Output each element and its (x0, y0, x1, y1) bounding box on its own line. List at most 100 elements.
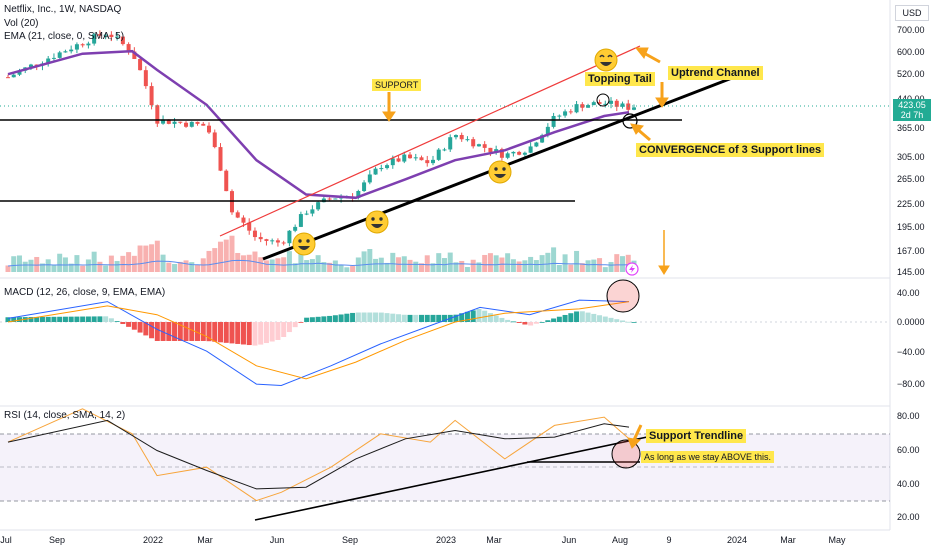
candle-body (293, 226, 298, 231)
macd-axis[interactable]: 40.00 0.0000 −40.00 −80.00 (897, 288, 925, 389)
volume-bar (574, 250, 580, 272)
volume-bar (568, 264, 574, 272)
candle-body (28, 64, 33, 68)
last-price-tag: 423.05 2d 7h (893, 99, 931, 121)
topping-tail-label: Topping Tail (585, 72, 655, 86)
macd-histogram-bar (384, 313, 390, 322)
candle-body (563, 111, 568, 116)
lightning-icon[interactable] (625, 262, 639, 276)
macd-histogram-bar (430, 314, 436, 322)
volume-bar (240, 255, 246, 272)
macd-histogram-bar (137, 322, 143, 333)
candle-body (92, 34, 97, 44)
macd-histogram-bar (103, 316, 109, 322)
candle-body (6, 77, 10, 79)
convergence-arrow-head (630, 123, 644, 135)
macd-histogram-bar (528, 322, 534, 326)
candle-body (224, 170, 229, 192)
volume-bar (625, 254, 631, 272)
time-tick-label: Jul (0, 535, 12, 545)
candle-body (540, 135, 545, 143)
time-axis[interactable]: Jul Sep 2022 Mar Jun Sep 2023 Mar Jun Aug 9 2024 Mar… (0, 535, 846, 545)
volume-bar (332, 260, 338, 272)
macd-histogram-bar (143, 322, 149, 336)
macd-arrow-head (658, 265, 670, 275)
macd-histogram-bar (579, 311, 585, 322)
macd-histogram-bar (183, 322, 189, 341)
macd-line (7, 299, 630, 387)
volume-bar (80, 265, 86, 272)
rsi-arrow (632, 424, 643, 441)
macd-histogram-bar (177, 322, 183, 341)
support-trendline-label: Support Trendline (646, 429, 747, 443)
candle-body (534, 142, 539, 147)
currency-button[interactable]: USD (895, 5, 929, 21)
axis-tick-label: 60.00 (897, 445, 920, 455)
convergence-circle (622, 113, 638, 129)
candle-body (74, 44, 79, 50)
candle-body (591, 102, 596, 106)
volume-bar (235, 252, 241, 272)
volume-bar (304, 260, 310, 272)
volume-bar (212, 248, 218, 272)
price-axis[interactable]: 700.00600.00520.00440.00365.00305.00265.… (897, 25, 925, 277)
macd-histogram-bar (585, 312, 591, 322)
volume-bar (493, 255, 499, 272)
candles (6, 30, 636, 247)
macd-histogram-bar (5, 317, 11, 322)
macd-histogram-bar (344, 313, 350, 322)
macd-histogram-bar (114, 321, 120, 322)
macd-histogram-bar (309, 317, 315, 322)
volume-bar (321, 262, 327, 272)
macd-histogram-bar (487, 313, 493, 322)
candle-body (195, 121, 200, 124)
time-tick-label: Jun (562, 535, 577, 545)
candle-body (482, 144, 487, 148)
candle-body (505, 153, 510, 158)
candle-body (132, 51, 137, 60)
volume-bar (361, 251, 367, 272)
candle-body (212, 132, 217, 148)
volume-bar (533, 260, 539, 272)
macd-histogram-bar (424, 314, 430, 322)
rsi-ma-line (7, 419, 630, 490)
candle-body (304, 213, 309, 215)
axis-tick-label: 195.00 (897, 222, 925, 232)
candle-body (511, 151, 516, 154)
trend-arrow-head (655, 97, 669, 108)
candle-body (419, 157, 424, 161)
volume-bar (22, 261, 28, 272)
volume-bar (453, 262, 459, 272)
rsi-indicator-label[interactable]: RSI (14, close, SMA, 14, 2) (4, 410, 126, 421)
candle-body (161, 119, 166, 124)
volume-bar (217, 241, 223, 272)
macd-histogram-bar (631, 322, 637, 323)
rsi-axis[interactable]: 80.00 60.00 40.00 20.00 (897, 411, 920, 522)
candle-body (97, 34, 102, 36)
candle-body (252, 230, 257, 238)
candle-body (155, 105, 160, 124)
volume-bar (258, 257, 264, 272)
rsi-support-trendline[interactable] (254, 435, 653, 521)
volume-bar (378, 257, 384, 272)
ema-indicator-label[interactable]: EMA (21, close, 0, SMA, 5) (4, 31, 125, 42)
macd-histogram-bar (510, 321, 516, 323)
macd-histogram-bar (34, 316, 40, 322)
volume-bar (556, 264, 562, 272)
macd-histogram-bar (459, 313, 465, 322)
volume-bar (505, 253, 511, 272)
candle-body (69, 49, 74, 52)
macd-histogram-bar (350, 312, 356, 322)
candle-body (453, 135, 458, 138)
macd-histogram-bar (499, 317, 505, 322)
candle-body (442, 149, 447, 151)
channel-upper-line[interactable] (219, 45, 641, 237)
ema-21-line (7, 49, 630, 200)
candle-body (63, 51, 68, 53)
candle-body (11, 74, 16, 78)
macd-indicator-label[interactable]: MACD (12, 26, close, 9, EMA, EMA) (4, 287, 166, 298)
volume-bar (585, 260, 591, 272)
vol-indicator-label[interactable]: Vol (20) (4, 18, 39, 29)
